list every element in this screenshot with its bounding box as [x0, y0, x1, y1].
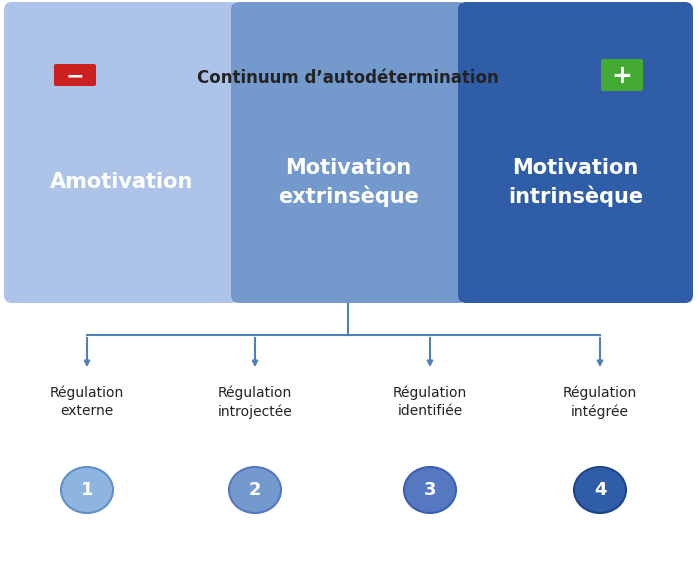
Ellipse shape [61, 467, 113, 513]
Text: Régulation
intégrée: Régulation intégrée [563, 385, 637, 419]
Text: +: + [611, 64, 632, 88]
Text: 1: 1 [81, 481, 93, 499]
Text: 3: 3 [424, 481, 436, 499]
Text: −: − [66, 66, 84, 86]
Text: Régulation
introjectée: Régulation introjectée [217, 385, 292, 419]
Text: Motivation
extrinsèque: Motivation extrinsèque [278, 158, 419, 207]
FancyBboxPatch shape [54, 64, 96, 86]
Text: 2: 2 [249, 481, 261, 499]
Text: Motivation
intrinsèque: Motivation intrinsèque [508, 158, 643, 207]
Text: Régulation
identifiée: Régulation identifiée [393, 385, 467, 418]
Text: Amotivation: Amotivation [49, 173, 193, 192]
Text: 4: 4 [594, 481, 606, 499]
Text: Régulation
externe: Régulation externe [50, 385, 124, 418]
Ellipse shape [404, 467, 456, 513]
Ellipse shape [229, 467, 281, 513]
Polygon shape [12, 47, 685, 103]
FancyBboxPatch shape [4, 2, 239, 303]
FancyBboxPatch shape [231, 2, 466, 303]
FancyBboxPatch shape [458, 2, 693, 303]
Text: Continuum d’autodétermination: Continuum d’autodétermination [197, 69, 499, 87]
Ellipse shape [574, 467, 626, 513]
FancyBboxPatch shape [601, 59, 643, 91]
